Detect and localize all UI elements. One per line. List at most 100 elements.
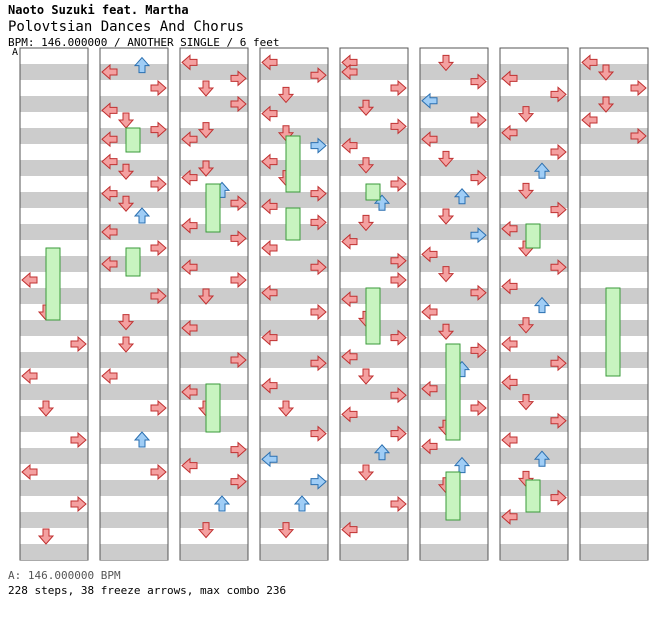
bpm-summary: A: 146.000000 BPM bbox=[8, 569, 121, 582]
step-arrow bbox=[261, 239, 278, 257]
step-arrow bbox=[310, 355, 327, 372]
step-arrow bbox=[230, 95, 247, 113]
step-arrow bbox=[261, 329, 278, 346]
step-arrow bbox=[533, 450, 551, 467]
step-arrow bbox=[630, 127, 647, 145]
chart-meta: BPM: 146.000000 / ANOTHER SINGLE / 6 fee… bbox=[8, 36, 280, 49]
step-arrow bbox=[550, 355, 567, 372]
step-arrow bbox=[501, 220, 518, 237]
step-arrow bbox=[421, 380, 438, 397]
step-arrow bbox=[390, 271, 407, 289]
step-arrow bbox=[181, 457, 198, 474]
step-arrow bbox=[517, 470, 535, 488]
step-arrow bbox=[517, 106, 535, 123]
step-arrow bbox=[501, 508, 518, 525]
freeze-bar bbox=[525, 479, 541, 513]
step-arrow bbox=[437, 208, 455, 225]
step-arrow bbox=[550, 259, 567, 276]
step-arrow bbox=[310, 303, 327, 321]
step-arrow bbox=[150, 239, 167, 257]
freeze-bar bbox=[365, 287, 381, 345]
step-arrow bbox=[517, 182, 535, 200]
step-arrow bbox=[341, 137, 358, 154]
step-arrow bbox=[421, 92, 438, 109]
step-arrow bbox=[390, 495, 407, 513]
step-arrow bbox=[230, 271, 247, 289]
step-arrow bbox=[550, 201, 567, 218]
step-arrow bbox=[261, 54, 278, 71]
step-arrow bbox=[581, 111, 598, 129]
step-arrow bbox=[501, 431, 518, 449]
freeze-bar bbox=[45, 247, 61, 321]
step-arrow bbox=[533, 162, 551, 179]
step-arrow bbox=[70, 495, 87, 513]
step-arrow bbox=[341, 406, 358, 423]
step-arrow bbox=[421, 131, 438, 148]
step-arrow bbox=[213, 495, 231, 512]
step-arrow bbox=[101, 153, 118, 170]
step-arrow bbox=[517, 394, 535, 411]
bpm-marker: A bbox=[12, 47, 19, 58]
step-arrow bbox=[310, 259, 327, 276]
step-arrow bbox=[101, 102, 118, 119]
step-arrow bbox=[470, 227, 487, 244]
step-arrow bbox=[133, 207, 151, 224]
step-arrow bbox=[390, 387, 407, 404]
step-arrow bbox=[341, 233, 358, 250]
step-arrow bbox=[150, 121, 167, 138]
step-arrow bbox=[470, 111, 487, 129]
step-arrow bbox=[101, 367, 118, 385]
freeze-bar bbox=[205, 383, 221, 433]
step-arrow bbox=[150, 463, 167, 481]
step-arrow bbox=[453, 188, 471, 205]
step-arrow bbox=[277, 522, 295, 539]
step-arrow bbox=[197, 122, 215, 139]
step-arrow bbox=[277, 125, 295, 142]
step-arrow bbox=[230, 441, 247, 458]
step-arrow bbox=[453, 456, 471, 474]
step-arrow bbox=[597, 64, 615, 81]
step-arrow bbox=[310, 67, 327, 84]
step-arrow bbox=[181, 169, 198, 186]
step-arrow bbox=[501, 124, 518, 141]
freeze-bar bbox=[285, 135, 301, 193]
step-arrow bbox=[390, 118, 407, 135]
step-arrow bbox=[357, 464, 375, 481]
freeze-bar bbox=[605, 287, 621, 377]
step-arrow bbox=[390, 79, 407, 97]
step-arrow bbox=[37, 528, 55, 545]
step-arrow bbox=[373, 194, 391, 211]
step-arrow bbox=[181, 383, 198, 401]
step-arrow bbox=[437, 266, 455, 283]
step-arrow bbox=[533, 296, 551, 314]
step-arrow bbox=[470, 169, 487, 186]
step-arrow bbox=[357, 99, 375, 116]
step-arrow bbox=[197, 80, 215, 97]
step-arrow bbox=[501, 278, 518, 295]
step-arrow bbox=[341, 291, 358, 308]
step-arrow bbox=[101, 185, 118, 202]
step-arrow bbox=[357, 157, 375, 174]
step-arrow bbox=[181, 319, 198, 337]
step-arrow bbox=[390, 329, 407, 346]
step-arrow bbox=[230, 230, 247, 247]
step-arrow bbox=[150, 79, 167, 97]
step-arrow bbox=[421, 246, 438, 263]
freeze-bar bbox=[125, 127, 141, 153]
step-arrow bbox=[310, 425, 327, 442]
step-arrow bbox=[150, 287, 167, 305]
step-arrow bbox=[550, 489, 567, 506]
step-arrow bbox=[501, 374, 518, 391]
step-arrow bbox=[373, 444, 391, 461]
step-arrow bbox=[341, 348, 358, 365]
step-arrow bbox=[437, 150, 455, 168]
step-arrow bbox=[21, 271, 38, 289]
step-arrow bbox=[230, 473, 247, 490]
step-arrow bbox=[550, 412, 567, 429]
step-arrow bbox=[390, 252, 407, 269]
step-arrow bbox=[357, 368, 375, 385]
step-arrow bbox=[117, 195, 135, 212]
step-arrow bbox=[133, 431, 151, 448]
step-arrow bbox=[197, 522, 215, 539]
step-arrow bbox=[630, 79, 647, 97]
